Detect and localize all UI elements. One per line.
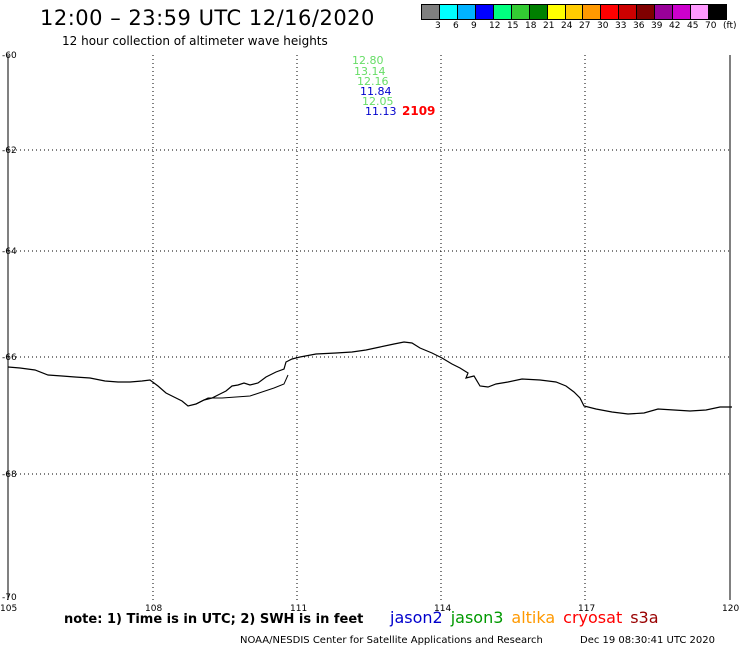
satellite-legend-jason3: jason3 (450, 608, 504, 627)
color-scale-tick: 6 (453, 21, 459, 31)
antarctic-coastline (7, 341, 732, 415)
color-scale-swatch (637, 4, 656, 20)
map-frame (7, 55, 731, 600)
color-scale-swatch (673, 4, 692, 20)
color-scale-tick: 18 (525, 21, 537, 31)
page-title: 12:00 – 23:59 UTC 12/16/2020 (40, 6, 375, 30)
swh-reading: 13.14 (354, 65, 386, 78)
color-scale-swatch (655, 4, 674, 20)
color-scale-bar (421, 4, 727, 20)
page-subtitle: 12 hour collection of altimeter wave hei… (62, 34, 328, 48)
color-scale-swatch (493, 4, 512, 20)
color-scale-swatch (691, 4, 709, 20)
swh-reading: 11.84 (360, 85, 392, 98)
color-scale-tick: 24 (561, 21, 573, 31)
pass-id-label: 2109 (402, 104, 436, 118)
color-scale-swatch (511, 4, 530, 20)
satellite-legend-s3a: s3a (630, 608, 659, 627)
credit-line: NOAA/NESDIS Center for Satellite Applica… (240, 635, 543, 646)
lat-label-66: -66 (2, 353, 17, 363)
color-scale-tick: 33 (615, 21, 627, 31)
color-scale-tick: 30 (597, 21, 609, 31)
lon-label-120: 120 (722, 604, 740, 614)
lon-label-105: 105 (0, 604, 18, 614)
lat-label-68: -68 (2, 470, 17, 480)
lon-label-108: 108 (145, 604, 163, 614)
swh-reading: 12.80 (352, 54, 384, 67)
lon-label-117: 117 (578, 604, 596, 614)
satellite-legend-jason2: jason2 (390, 608, 443, 627)
color-scale-tick: 45 (687, 21, 699, 31)
lon-label-114: 114 (434, 604, 452, 614)
color-scale-swatch (565, 4, 584, 20)
color-scale-swatch (601, 4, 620, 20)
lat-label-60: -60 (2, 51, 17, 61)
color-scale-swatch (421, 4, 440, 20)
color-scale-swatch (547, 4, 566, 20)
color-scale-tick: 9 (471, 21, 477, 31)
graticule (8, 55, 730, 600)
swh-reading: 12.16 (357, 75, 389, 88)
swh-reading: 12.05 (362, 95, 394, 108)
satellite-legend: jason2 jason3 altika cryosat s3a (390, 608, 667, 627)
color-scale-tick: 12 (489, 21, 501, 31)
color-scale-swatch (583, 4, 602, 20)
satellite-legend-altika: altika (511, 608, 556, 627)
swh-reading: 11.13 (365, 105, 397, 118)
color-scale-ticks: 3 6 9 12 15 18 21 24 27 30 33 36 39 42 45 70 (ft) (421, 21, 740, 35)
color-scale-swatch (529, 4, 548, 20)
color-scale-tick: 21 (543, 21, 555, 31)
color-scale-swatch (709, 4, 727, 20)
lat-label-70: -70 (2, 593, 17, 603)
generation-timestamp: Dec 19 08:30:41 UTC 2020 (580, 635, 715, 646)
color-scale-tick: 36 (633, 21, 645, 31)
color-scale-tick: 42 (669, 21, 681, 31)
color-scale-swatch (439, 4, 458, 20)
coastline-inlet (195, 374, 289, 405)
color-scale-tick: 70 (705, 21, 717, 31)
color-scale-tick: (ft) (723, 21, 737, 31)
footer-note: note: 1) Time is in UTC; 2) SWH is in fe… (64, 612, 364, 627)
color-scale-tick: 3 (435, 21, 441, 31)
satellite-legend-cryosat: cryosat (563, 608, 623, 627)
color-scale-tick: 39 (651, 21, 663, 31)
color-scale-swatch (475, 4, 494, 20)
color-scale-tick: 15 (507, 21, 519, 31)
lat-label-64: -64 (2, 247, 17, 257)
color-scale-swatch (457, 4, 476, 20)
color-scale-tick: 27 (579, 21, 591, 31)
lon-label-111: 111 (290, 604, 308, 614)
lat-label-62: -62 (2, 146, 17, 156)
color-scale-swatch (619, 4, 638, 20)
